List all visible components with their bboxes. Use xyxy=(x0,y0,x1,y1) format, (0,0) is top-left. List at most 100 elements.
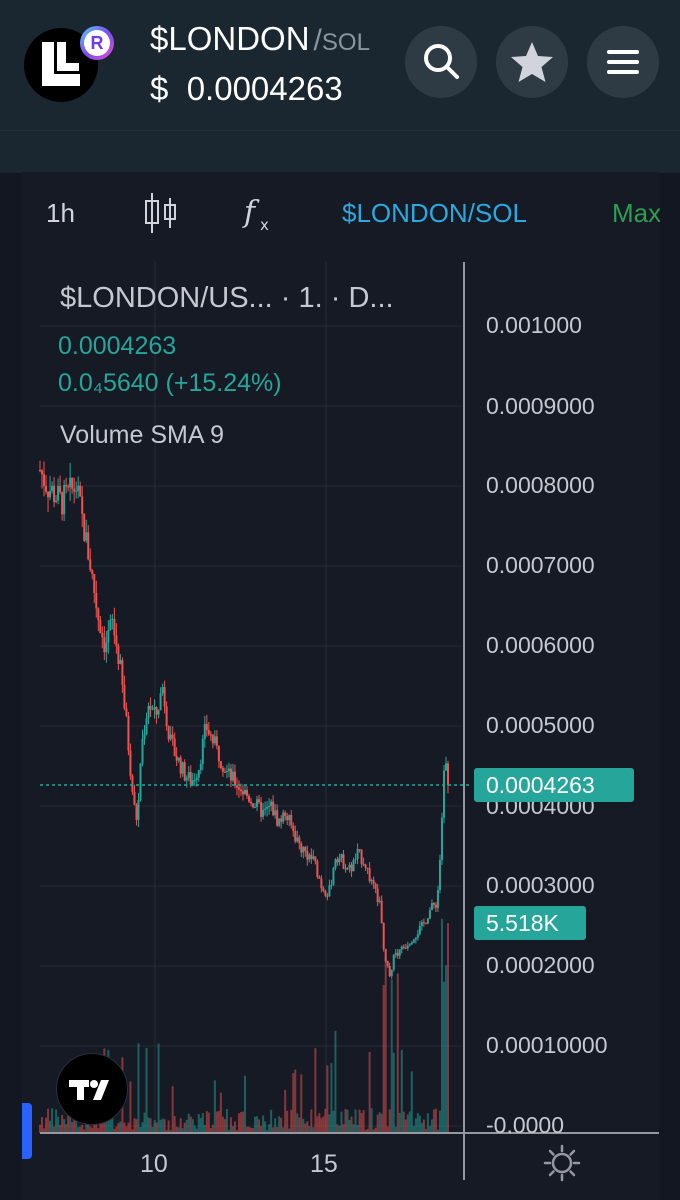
candle-body xyxy=(304,847,307,852)
volume-bar xyxy=(416,1113,419,1133)
candle-body xyxy=(444,763,447,771)
y-tick-label: 0.001000 xyxy=(486,312,582,338)
volume-bar xyxy=(366,1128,369,1133)
volume-bar xyxy=(45,1117,48,1133)
favorite-button[interactable] xyxy=(496,26,568,98)
candle-body xyxy=(356,849,359,860)
tradingview-logo-icon xyxy=(69,1080,109,1100)
candle-body xyxy=(338,858,341,863)
candlestick-icon[interactable] xyxy=(140,190,180,236)
volume-bar xyxy=(316,1116,319,1133)
candle-body xyxy=(256,799,259,808)
side-panel-tab[interactable] xyxy=(22,1103,32,1159)
candle-body xyxy=(284,812,287,816)
candle-body xyxy=(346,867,349,870)
volume-bar xyxy=(368,1051,371,1133)
candle-body xyxy=(69,477,72,488)
candle-body xyxy=(61,492,64,515)
symbol-button[interactable]: $LONDON/SOL xyxy=(342,198,527,228)
volume-bar xyxy=(410,1071,413,1133)
volume-bar xyxy=(430,1119,433,1133)
volume-bar xyxy=(143,1112,146,1133)
candle-body xyxy=(179,757,182,774)
volume-bar xyxy=(191,1119,194,1133)
volume-bar xyxy=(308,1126,311,1133)
candle-body xyxy=(342,854,345,869)
candle-body xyxy=(364,864,367,868)
volume-bar xyxy=(362,1110,365,1133)
candle-body xyxy=(447,763,449,785)
volume-tag: 5.518K xyxy=(474,906,586,940)
indicators-fx-icon[interactable]: f x xyxy=(240,192,280,236)
candle-body xyxy=(298,837,301,844)
candle-body xyxy=(262,809,265,817)
candle-body xyxy=(320,878,323,889)
candle-body xyxy=(201,738,204,765)
volume-bar xyxy=(372,1129,375,1133)
candle-body xyxy=(187,771,190,779)
candle-body xyxy=(372,880,375,884)
volume-bar xyxy=(97,1128,100,1133)
candle-body xyxy=(41,470,44,475)
volume-bar xyxy=(330,1063,333,1133)
candle-body xyxy=(63,485,66,515)
volume-bar xyxy=(244,1075,247,1133)
volume-bar xyxy=(165,1129,168,1133)
interval-button[interactable]: 1h xyxy=(46,198,75,228)
y-tick-label: 0.0008000 xyxy=(486,472,595,498)
volume-bar xyxy=(183,1122,186,1133)
price-value: 0.0004263 xyxy=(186,70,343,107)
tradingview-logo-button[interactable] xyxy=(56,1053,128,1125)
volume-bar xyxy=(266,1129,269,1133)
volume-bar xyxy=(105,1120,108,1133)
volume-bar xyxy=(179,1118,182,1133)
y-tick-label: -0.0000 xyxy=(486,1112,565,1138)
candle-body xyxy=(424,922,427,924)
volume-bar xyxy=(167,1120,170,1133)
volume-bar xyxy=(197,1114,200,1133)
volume-bar xyxy=(217,1110,220,1133)
candle-body xyxy=(432,903,435,905)
volume-bar xyxy=(229,1117,232,1133)
max-button[interactable]: Max xyxy=(612,198,660,228)
settings-gear-icon[interactable] xyxy=(542,1143,582,1183)
candle-body xyxy=(254,807,257,809)
y-tick-label: 0.0003000 xyxy=(486,872,595,898)
search-button[interactable] xyxy=(405,26,477,98)
candle-body xyxy=(396,952,399,956)
candle-body xyxy=(442,770,445,818)
volume-bar xyxy=(85,1119,88,1133)
volume-bar xyxy=(254,1116,257,1133)
candle-body xyxy=(115,635,118,646)
candle-body xyxy=(384,949,387,961)
candle-body xyxy=(310,854,313,859)
volume-bar xyxy=(63,1119,66,1133)
candle-body xyxy=(370,880,373,882)
volume-bar xyxy=(344,1109,347,1133)
candle-body xyxy=(250,801,253,804)
candle-body xyxy=(119,660,122,664)
volume-bar xyxy=(400,1049,403,1133)
candle-body xyxy=(157,709,160,715)
volume-bar xyxy=(434,1108,437,1133)
volume-bar xyxy=(199,1117,202,1133)
candle-body xyxy=(135,804,138,820)
price-prefix: $ xyxy=(150,70,169,107)
candle-body xyxy=(103,637,106,653)
menu-button[interactable] xyxy=(587,26,659,98)
candle-body xyxy=(169,734,172,740)
volume-bar xyxy=(39,1124,41,1133)
candle-body xyxy=(422,922,425,924)
volume-bar xyxy=(420,1122,423,1133)
volume-bar xyxy=(153,1120,156,1133)
volume-bar xyxy=(237,1113,240,1133)
volume-bar xyxy=(406,1114,409,1133)
candle-body xyxy=(143,734,146,739)
candle-body xyxy=(139,763,142,801)
candle-body xyxy=(219,761,222,768)
candle-body xyxy=(316,861,319,877)
chart-panel[interactable] xyxy=(22,172,659,1200)
candle-body xyxy=(390,969,393,977)
candle-body xyxy=(149,705,152,710)
